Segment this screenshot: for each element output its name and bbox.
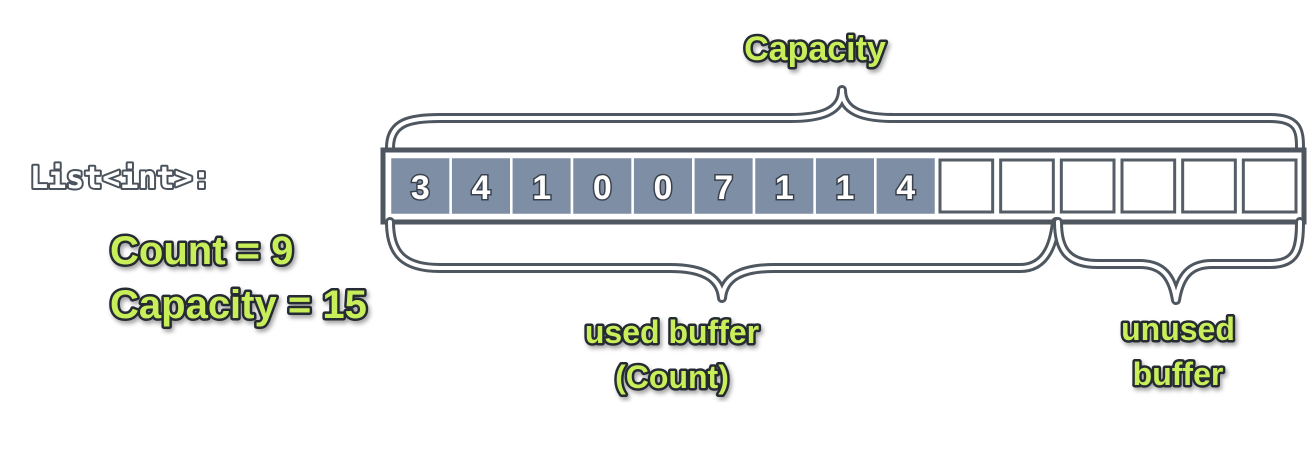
array-cell-used [631, 155, 695, 217]
array-cell-used [692, 155, 756, 217]
used-buffer-label: used buffer [585, 314, 759, 350]
array-cell-used [752, 155, 816, 217]
array-cell-value: 1 [532, 169, 551, 207]
array-cell-value: 4 [896, 169, 915, 207]
array-cell-used [874, 155, 938, 217]
array-cell-unused [1241, 158, 1298, 214]
used-buffer-count-label: (Count) [615, 359, 729, 395]
list-type-label: List<int>: [30, 161, 211, 196]
array-cell-unused [1181, 158, 1237, 214]
unused-buffer-label-2: buffer [1133, 356, 1224, 392]
capacity-label: Capacity [744, 30, 886, 68]
array-cell-value: 1 [775, 169, 794, 207]
array-cell-value: 0 [593, 169, 612, 207]
array-cell-used [813, 155, 877, 217]
unused-buffer-label: unused [1121, 311, 1235, 347]
unused-buffer-brace [1053, 217, 1305, 305]
array-cell-unused [1059, 158, 1116, 214]
array-cell-unused [938, 158, 995, 214]
array-cell-unused [999, 158, 1055, 214]
capacity-brace [385, 85, 1305, 153]
array-cell-value: 4 [472, 169, 491, 207]
array-cell-unused [1120, 158, 1177, 214]
capacity-text: Capacity = 15 [110, 283, 367, 327]
used-buffer-brace [385, 217, 1061, 303]
array-cell-value: 0 [654, 169, 673, 207]
array-cell-value: 1 [836, 169, 855, 207]
array-cell-used [388, 155, 452, 217]
array-cell-value: 7 [714, 169, 733, 207]
count-text: Count = 9 [110, 229, 293, 273]
array-cell-used [449, 155, 513, 217]
array-cell-used [570, 155, 634, 217]
array-cells: 3 4 1 0 0 7 1 1 4 [388, 155, 1298, 217]
array-cell-value: 3 [411, 169, 430, 207]
